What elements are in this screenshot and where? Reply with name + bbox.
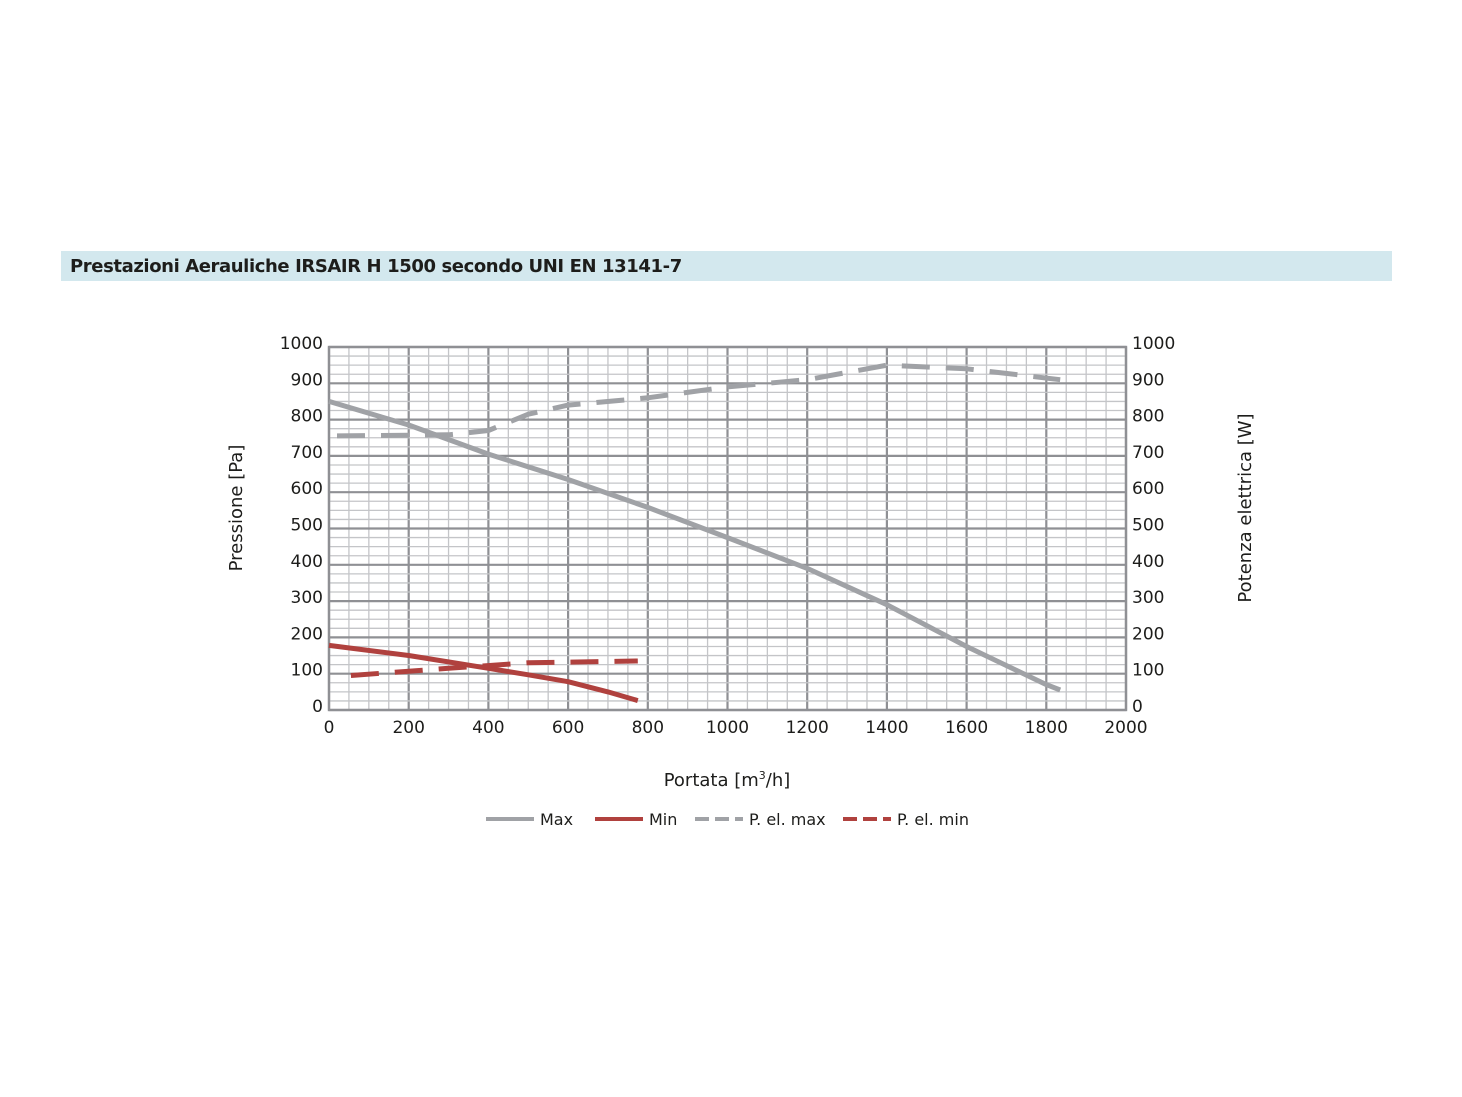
y-tick-label-right: 200 <box>1132 624 1164 644</box>
chart-title: Prestazioni Aerauliche IRSAIR H 1500 sec… <box>70 256 682 277</box>
x-tick-label: 0 <box>324 718 335 738</box>
x-tick-label: 1800 <box>1025 718 1068 738</box>
title-bar: Prestazioni Aerauliche IRSAIR H 1500 sec… <box>61 251 1392 281</box>
y-tick-label-left: 900 <box>291 370 323 390</box>
x-tick-label: 800 <box>632 718 664 738</box>
x-tick-label: 200 <box>392 718 424 738</box>
legend: Max Min P. el. max P. el. min <box>486 810 969 829</box>
series-p-el-min-line <box>350 658 638 678</box>
legend-label: Max <box>540 810 573 829</box>
y-tick-label-right: 900 <box>1132 370 1164 390</box>
x-tick-label: 600 <box>552 718 584 738</box>
y-axis-label-right: Potenza elettrica [W] <box>1235 413 1256 602</box>
y-tick-label-left: 200 <box>291 624 323 644</box>
series-min-line <box>328 642 639 703</box>
legend-item-min: Min <box>595 810 677 829</box>
y-axis-label-left: Pressione [Pa] <box>226 445 247 572</box>
legend-label: P. el. max <box>749 810 826 829</box>
series-lines <box>328 362 1062 703</box>
y-tick-label-left: 300 <box>291 588 323 608</box>
y-tick-label-right: 600 <box>1132 479 1164 499</box>
y-tick-label-left: 0 <box>312 697 323 717</box>
x-tick-label: 1000 <box>706 718 749 738</box>
legend-label: Min <box>649 810 677 829</box>
y-tick-label-right: 800 <box>1132 407 1164 427</box>
legend-item-p-el-max: P. el. max <box>695 810 826 829</box>
y-tick-label-right: 400 <box>1132 552 1164 572</box>
x-tick-label: 2000 <box>1104 718 1147 738</box>
x-tick-label: 400 <box>472 718 504 738</box>
y-tick-label-left: 400 <box>291 552 323 572</box>
y-tick-label-right: 0 <box>1132 697 1143 717</box>
y-tick-label-left: 600 <box>291 479 323 499</box>
legend-item-p-el-min: P. el. min <box>843 810 969 829</box>
y-tick-label-right: 100 <box>1132 661 1164 681</box>
legend-label: P. el. min <box>897 810 969 829</box>
y-tick-label-right: 300 <box>1132 588 1164 608</box>
y-tick-label-left: 800 <box>291 407 323 427</box>
y-tick-label-left: 700 <box>291 443 323 463</box>
y-tick-label-left: 1000 <box>280 334 323 354</box>
plot-border <box>327 345 1128 712</box>
x-tick-label: 1200 <box>786 718 829 738</box>
series-max-line <box>328 399 1062 693</box>
x-tick-label: 1400 <box>865 718 908 738</box>
plot-frame <box>327 345 1128 712</box>
y-tick-label-right: 500 <box>1132 516 1164 536</box>
y-tick-label-left: 100 <box>291 661 323 681</box>
x-axis-label: Portata [m3/h] <box>664 769 791 791</box>
legend-item-max: Max <box>486 810 573 829</box>
y-tick-label-left: 500 <box>291 516 323 536</box>
grid <box>327 345 1128 712</box>
series-p-el-max-line <box>336 362 1061 439</box>
y-tick-label-right: 1000 <box>1132 334 1175 354</box>
y-tick-label-right: 700 <box>1132 443 1164 463</box>
x-tick-label: 1600 <box>945 718 988 738</box>
